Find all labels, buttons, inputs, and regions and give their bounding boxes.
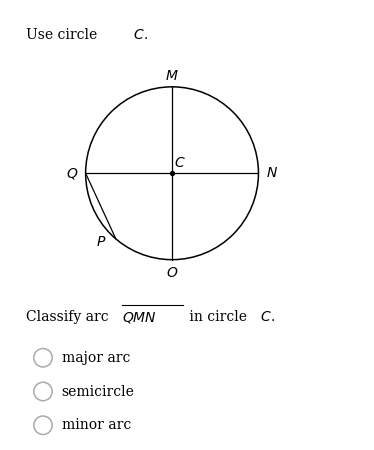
Text: semicircle: semicircle [62,384,135,399]
Text: $\mathit{M}$: $\mathit{M}$ [165,68,179,83]
Text: $\mathit{P}$: $\mathit{P}$ [96,235,106,249]
Text: major arc: major arc [62,351,130,365]
Text: $\mathit{C}$: $\mathit{C}$ [174,156,186,170]
Text: Classify arc: Classify arc [26,310,113,324]
Text: Use circle: Use circle [26,27,102,42]
Text: .: . [144,27,148,42]
Text: in circle: in circle [185,310,251,324]
Text: .: . [271,310,275,324]
Text: $\mathit{C}$: $\mathit{C}$ [133,27,144,42]
Text: $\mathit{N}$: $\mathit{N}$ [266,166,278,180]
Text: $\mathit{QMN}$: $\mathit{QMN}$ [122,310,156,325]
Text: $\mathit{C}$: $\mathit{C}$ [260,310,272,324]
Text: minor arc: minor arc [62,418,131,432]
Text: $\mathit{Q}$: $\mathit{Q}$ [65,166,78,181]
Text: $\mathit{O}$: $\mathit{O}$ [166,266,178,280]
